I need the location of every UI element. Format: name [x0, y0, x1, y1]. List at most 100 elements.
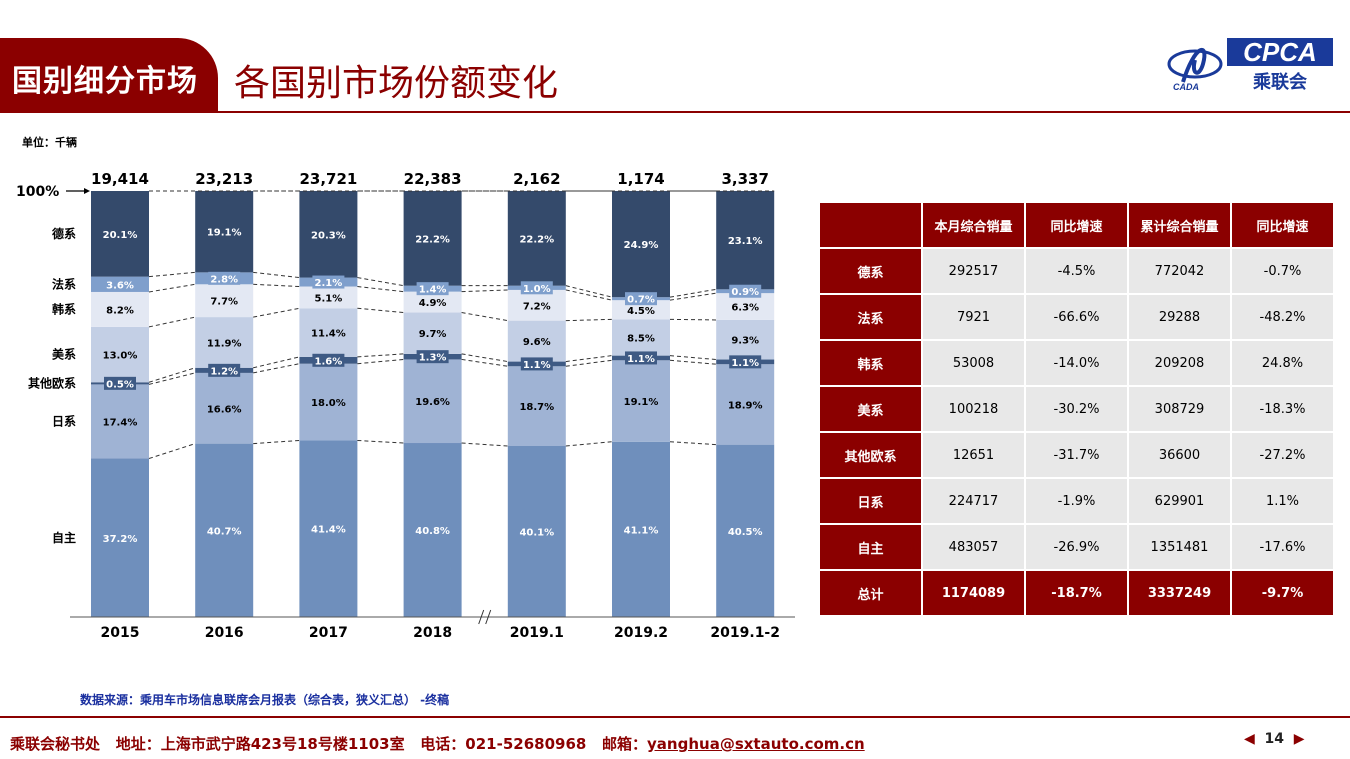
- total-label: 2,162: [513, 170, 560, 188]
- total-label: 1,174: [617, 170, 664, 188]
- table-row-label: 法系: [818, 293, 923, 341]
- table-cell: 772042: [1127, 247, 1232, 295]
- connector-line: [357, 286, 404, 293]
- bar-segment: [299, 440, 358, 617]
- data-label: 6.3%: [731, 303, 759, 314]
- table-header-cell: 同比增速: [1230, 201, 1335, 249]
- connector-line: [461, 442, 508, 447]
- table-cell: 209208: [1127, 339, 1232, 387]
- data-label: 40.5%: [728, 527, 763, 538]
- series-label: 法系: [52, 276, 76, 291]
- table-cell: 1.1%: [1230, 477, 1335, 525]
- connector-line: [148, 283, 196, 293]
- connector-line: [461, 312, 508, 322]
- pager: ◀ 14 ▶: [1244, 731, 1305, 747]
- bar-segment: [299, 308, 358, 357]
- footer-address: 地址：上海市武宁路423号18号楼1103室: [115, 735, 405, 753]
- series-label: 美系: [52, 347, 76, 362]
- data-label: 11.4%: [311, 329, 346, 340]
- bar-segment: [716, 319, 775, 360]
- connector-line: [565, 318, 613, 322]
- sales-table: 本月综合销量 同比增速 累计综合销量 同比增速 德系 292517 -4.5% 772042…: [818, 201, 1335, 617]
- data-label: 22.2%: [415, 234, 450, 245]
- connector-line: [357, 358, 404, 365]
- footer-mail-link[interactable]: yanghua@sxtauto.com.cn: [647, 735, 865, 753]
- table-cell: -18.3%: [1230, 385, 1335, 433]
- data-label: 7.2%: [523, 301, 551, 312]
- connector-line: [669, 292, 717, 301]
- data-label: 18.0%: [311, 398, 346, 409]
- next-page-icon[interactable]: ▶: [1293, 731, 1305, 747]
- category-label: 2019.1: [510, 625, 564, 641]
- bar-segment: [403, 291, 462, 313]
- bar-segment: [507, 191, 566, 286]
- bar-segment: [612, 360, 670, 442]
- data-label: 1.1%: [627, 354, 655, 365]
- data-label: 17.4%: [103, 417, 138, 428]
- table-cell: 36600: [1127, 431, 1232, 479]
- data-label: 7.7%: [210, 297, 238, 308]
- table-row: 德系 292517 -4.5% 772042 -0.7%: [818, 247, 1335, 295]
- footer-org: 乘联会秘书处: [10, 735, 101, 753]
- series-label: 日系: [52, 413, 76, 428]
- table-cell: -66.6%: [1024, 293, 1129, 341]
- data-label: 0.5%: [106, 379, 134, 390]
- table-cell: 53008: [921, 339, 1026, 387]
- data-label: 1.1%: [523, 360, 551, 371]
- table-cell: 100218: [921, 385, 1026, 433]
- connector-line: [148, 443, 196, 460]
- connector-line: [461, 353, 508, 363]
- connector-line: [148, 367, 196, 383]
- data-label-bg: [104, 376, 136, 390]
- table-cell: 12651: [921, 431, 1026, 479]
- bar-segment: [195, 317, 254, 368]
- data-label: 37.2%: [103, 534, 138, 545]
- connector-line: [357, 307, 404, 314]
- connector-line: [253, 356, 300, 369]
- bar-segment: [91, 291, 149, 327]
- data-label: 11.9%: [207, 338, 242, 349]
- data-label: 18.9%: [728, 400, 763, 411]
- data-label: 19.1%: [624, 397, 659, 408]
- data-label: 0.9%: [731, 287, 759, 298]
- data-label: 1.3%: [419, 353, 447, 364]
- table-row-label: 日系: [818, 477, 923, 525]
- connector-line: [669, 318, 717, 321]
- table-total-cell: 3337249: [1127, 569, 1232, 617]
- data-label-bg: [208, 271, 241, 285]
- bar-segment: [91, 191, 149, 277]
- bar-segment: [195, 372, 254, 444]
- prev-page-icon[interactable]: ◀: [1244, 731, 1255, 747]
- bar-segment: [507, 320, 566, 362]
- bar-segment: [612, 191, 670, 298]
- data-label-bg: [625, 351, 657, 365]
- data-label-bg: [208, 363, 241, 377]
- section-tag-text: 国别细分市场: [12, 64, 198, 99]
- data-label-bg: [416, 350, 449, 364]
- total-label: 23,213: [195, 170, 253, 188]
- total-label: 23,721: [299, 170, 357, 188]
- data-label: 20.1%: [103, 230, 138, 241]
- connector-line: [148, 372, 196, 385]
- data-label-bg: [625, 292, 657, 306]
- connector-line: [357, 277, 404, 287]
- table-cell: -1.9%: [1024, 477, 1129, 525]
- data-label-bg: [312, 275, 345, 289]
- data-label: 5.1%: [315, 293, 343, 304]
- logo-text-cn: 乘联会: [1252, 71, 1307, 93]
- table-cell: 1351481: [1127, 523, 1232, 571]
- connector-line: [565, 359, 613, 367]
- page-title: 各国别市场份额变化: [234, 63, 559, 104]
- table-cell: 292517: [921, 247, 1026, 295]
- data-label: 41.4%: [311, 525, 346, 536]
- data-label: 9.6%: [523, 337, 551, 348]
- table-cell: 7921: [921, 293, 1026, 341]
- table-cell: 24.8%: [1230, 339, 1335, 387]
- data-label: 19.6%: [415, 397, 450, 408]
- y-top-arrow-head: [84, 188, 90, 194]
- data-label: 18.7%: [519, 402, 554, 413]
- data-label: 40.1%: [519, 528, 554, 539]
- data-label: 4.9%: [419, 298, 447, 309]
- bar-segment: [91, 384, 149, 459]
- connector-line: [669, 441, 717, 446]
